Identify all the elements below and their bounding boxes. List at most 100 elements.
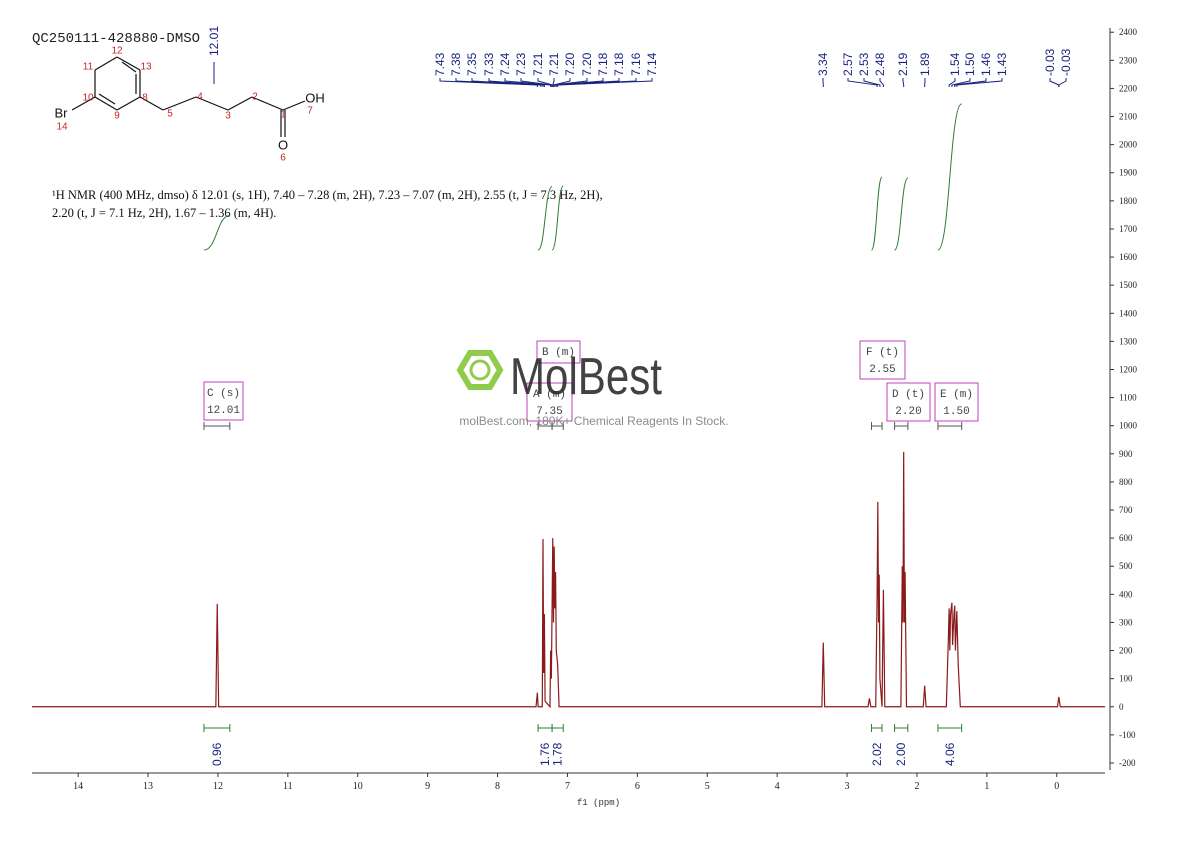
y-tick-label: 100: [1119, 674, 1133, 684]
x-tick-label: 11: [283, 781, 293, 792]
multiplet-box: [886, 382, 931, 422]
multiplet-range: [203, 422, 231, 430]
peak-label: 1.46: [979, 52, 993, 76]
nmr-description: ¹H NMR (400 MHz, dmso) δ 12.01 (s, 1H), …: [52, 188, 603, 220]
multiplet-range: [551, 422, 564, 430]
integral-label: 2.00: [894, 742, 908, 766]
integral-curve: [894, 177, 909, 251]
x-tick-label: 6: [635, 781, 640, 792]
peak-label: 2.57: [841, 52, 855, 76]
peak-leader: [554, 78, 604, 87]
peak-label: -0.03: [1043, 48, 1057, 76]
peak-leader: [863, 78, 881, 87]
x-tick-label: 1: [984, 781, 989, 792]
y-tick-label: 1700: [1119, 224, 1138, 234]
y-tick-label: 300: [1119, 617, 1133, 627]
atom-number: 12: [111, 46, 123, 57]
y-tick-label: 1000: [1119, 421, 1138, 431]
peak-leader: [439, 78, 538, 87]
y-tick-label: -100: [1119, 730, 1136, 740]
y-tick-label: 1300: [1119, 336, 1138, 346]
y-tick-label: 0: [1119, 702, 1124, 712]
peak-label: 7.33: [482, 52, 496, 76]
atom-number: 14: [56, 122, 68, 133]
multiplet-label: D (t): [892, 389, 925, 401]
multiplet-range: [871, 422, 883, 430]
y-tick-label: 1800: [1119, 196, 1138, 206]
y-tick-label: 200: [1119, 646, 1133, 656]
atom-number: 13: [140, 62, 152, 73]
x-tick-label: 13: [143, 781, 153, 792]
peak-label: 3.34: [816, 52, 830, 76]
peak-leader: [879, 78, 884, 87]
peak-leader: [847, 78, 878, 87]
peak-label: 7.43: [433, 52, 447, 76]
atom-number: 4: [197, 92, 203, 103]
y-tick-label: 500: [1119, 561, 1133, 571]
y-tick-label: 400: [1119, 589, 1133, 599]
y-tick-label: 800: [1119, 477, 1133, 487]
integral-label: 1.76: [538, 742, 552, 766]
y-tick-label: -200: [1119, 758, 1136, 768]
watermark-logo: [469, 359, 491, 381]
y-tick-label: 1900: [1119, 168, 1138, 178]
watermark-tagline: molBest.com, 180K+ Chemical Reagents In …: [459, 414, 728, 428]
peak-leader: [520, 78, 552, 87]
spectrum-line: [32, 451, 1105, 709]
peak-leader: [552, 78, 555, 87]
multiplet-shift: 12.01: [207, 405, 240, 417]
integral-bar: [203, 724, 231, 732]
multiplet-shift: 2.20: [895, 406, 921, 418]
atom-number: 8: [142, 93, 148, 104]
peak-label: 7.21: [547, 52, 561, 76]
peak-label: 7.14: [645, 52, 659, 76]
x-tick-label: 9: [425, 781, 430, 792]
atom-number: 1: [280, 110, 286, 121]
peak-label: 7.20: [580, 52, 594, 76]
y-tick-label: 2000: [1119, 140, 1138, 150]
atom-number: 7: [307, 106, 313, 117]
atom-symbol: OH: [305, 90, 325, 105]
peak-label: 7.21: [531, 52, 545, 76]
multiplet-shift: 1.50: [943, 406, 969, 418]
x-tick-label: 2: [914, 781, 919, 792]
peak-label: -0.03: [1059, 48, 1073, 76]
multiplet-label: F (t): [866, 347, 899, 359]
multiplet-label: A (m): [533, 389, 566, 401]
peak-label: 1.54: [948, 52, 962, 76]
integral-bar: [871, 724, 883, 732]
integral-bar: [537, 724, 553, 732]
multiplet-label: B (m): [542, 347, 575, 359]
peak-label: 2.53: [857, 52, 871, 76]
y-tick-label: 1100: [1119, 393, 1137, 403]
multiplet-box: [526, 382, 573, 422]
y-tick-label: 2100: [1119, 112, 1138, 122]
peak-leader: [455, 78, 542, 87]
peak-leader: [902, 78, 905, 87]
peak-leader: [537, 78, 554, 87]
peak-leader: [552, 78, 571, 87]
peak-leader: [471, 78, 544, 87]
y-tick-label: 1500: [1119, 280, 1138, 290]
x-tick-label: 12: [213, 781, 223, 792]
y-tick-label: 1200: [1119, 364, 1138, 374]
x-tick-label: 14: [73, 781, 83, 792]
peak-leader: [557, 78, 653, 87]
multiplet-box: [934, 382, 979, 422]
peak-leader: [555, 78, 637, 87]
y-tick-label: 600: [1119, 533, 1133, 543]
atom-number: 6: [280, 153, 286, 164]
atom-symbol: Br: [55, 105, 69, 120]
multiplet-label: C (s): [207, 388, 240, 400]
integral-bar: [551, 724, 564, 732]
y-tick-label: 1400: [1119, 308, 1138, 318]
integral-bar: [894, 724, 909, 732]
peak-leader: [956, 78, 1003, 87]
peak-leader: [552, 78, 588, 87]
x-axis-label: f1 (ppm): [577, 798, 620, 808]
multiplet-box: [203, 381, 244, 421]
peak-leader: [488, 78, 545, 87]
peak-label: 2.19: [896, 52, 910, 76]
peak-leader: [554, 78, 620, 87]
peak-label: 1.43: [995, 52, 1009, 76]
